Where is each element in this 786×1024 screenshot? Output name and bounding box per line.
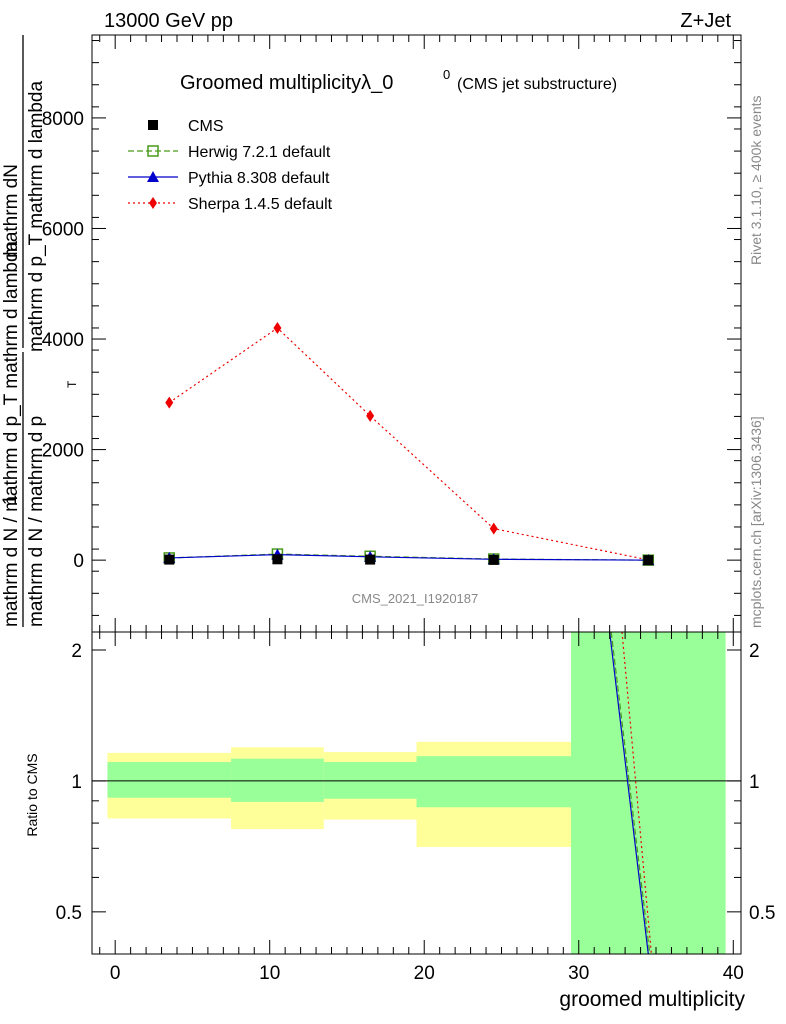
main-ytick-label: 0: [73, 551, 84, 572]
ylabel-frac-num: mathrm dN: [1, 164, 22, 258]
ratio-ytick-label-right: 1: [749, 772, 760, 793]
cms-point: [365, 554, 376, 565]
main-ytick-label: 2000: [42, 441, 84, 462]
sherpa-point: [273, 321, 282, 334]
cms-point: [488, 554, 499, 565]
main-title-sup: 0: [443, 67, 450, 82]
cms-point: [164, 554, 175, 565]
analysis-label: CMS_2021_I1920187: [352, 591, 479, 606]
header-energy: 13000 GeV pp: [104, 10, 233, 32]
main-ytick-label: 8000: [42, 109, 84, 130]
main-title: Groomed multiplicityλ_0: [180, 72, 393, 94]
ratio-pythia-line: [609, 631, 649, 955]
ratio-band-inner: [416, 756, 572, 808]
ylabel-den-line1: mathrm d N / mathrm d p: [26, 416, 47, 627]
ratio-ytick-label: 1: [71, 772, 82, 793]
legend-cms-marker: [148, 120, 158, 130]
ratio-xtick-label: 40: [723, 963, 744, 984]
ratio-xtick-label: 0: [110, 963, 121, 984]
ratio-sherpa-line: [621, 631, 652, 955]
main-ylabel: 1 mathrm dN mathrm d p_T mathrm d lambda…: [0, 35, 79, 627]
rivet-label: Rivet 3.1.10, ≥ 400k events: [748, 95, 764, 265]
legend-pythia-marker: [147, 171, 159, 182]
main-panel: 0 2000 4000 6000 8000 Groomed multiplicityλ_…: [42, 34, 742, 633]
ratio-xtick-label: 20: [414, 963, 435, 984]
mcplots-label: mcplots.cern.ch [arXiv:1306.3436]: [748, 416, 764, 628]
legend-herwig-label: Herwig 7.2.1 default: [188, 144, 331, 161]
legend-cms-label: CMS: [188, 118, 224, 135]
main-title-sub: (CMS jet substructure): [457, 76, 617, 93]
ratio-band-inner: [107, 762, 232, 798]
ylabel-frac-den: mathrm d p_T mathrm d lambda: [26, 81, 47, 352]
sherpa-line: [168, 327, 649, 561]
cms-point: [643, 555, 654, 566]
sherpa-point: [165, 396, 174, 409]
ratio-ytick-label: 2: [71, 641, 82, 662]
ratio-xtick-label: 30: [568, 963, 589, 984]
ratio-ylabel: Ratio to CMS: [24, 753, 40, 836]
ratio-frame: [91, 631, 742, 955]
cms-point: [272, 554, 283, 565]
sherpa-point: [366, 409, 375, 422]
ylabel-one: 1: [0, 495, 21, 506]
ratio-ytick-label-right: 2: [749, 641, 760, 662]
ratio-panel: 0.5 0.51 12 20 10 20 30 40 Ratio to CMS groomed…: [24, 631, 775, 1011]
legend-herwig-marker: [147, 145, 159, 157]
pythia-line: [169, 554, 649, 561]
ratio-xlabel: groomed multiplicity: [559, 988, 745, 1011]
sherpa-point: [489, 522, 498, 535]
legend-pythia-label: Pythia 8.308 default: [188, 170, 330, 187]
ratio-ytick-label: 0.5: [56, 903, 82, 924]
legend-sherpa-marker: [149, 197, 157, 209]
ratio-ytick-label-right: 0.5: [749, 903, 775, 924]
ratio-band-inner: [323, 762, 417, 799]
legend-sherpa-label: Sherpa 1.4.5 default: [188, 196, 333, 213]
legend: CMS Herwig 7.2.1 default Pythia 8.308 defa…: [128, 118, 333, 213]
ratio-herwig-line: [610, 631, 651, 955]
main-ytick-label: 6000: [42, 219, 84, 240]
ratio-xtick-label: 10: [259, 963, 280, 984]
main-ytick-label: 4000: [42, 330, 84, 351]
header-process: Z+Jet: [680, 10, 731, 32]
ylabel-sub-t: T: [65, 380, 79, 388]
ratio-band-inner: [571, 632, 726, 954]
ratio-band-inner: [231, 758, 324, 802]
ylabel-den-line2: mathrm d N / mathrm d p_T mathrm d lambd…: [1, 240, 22, 627]
